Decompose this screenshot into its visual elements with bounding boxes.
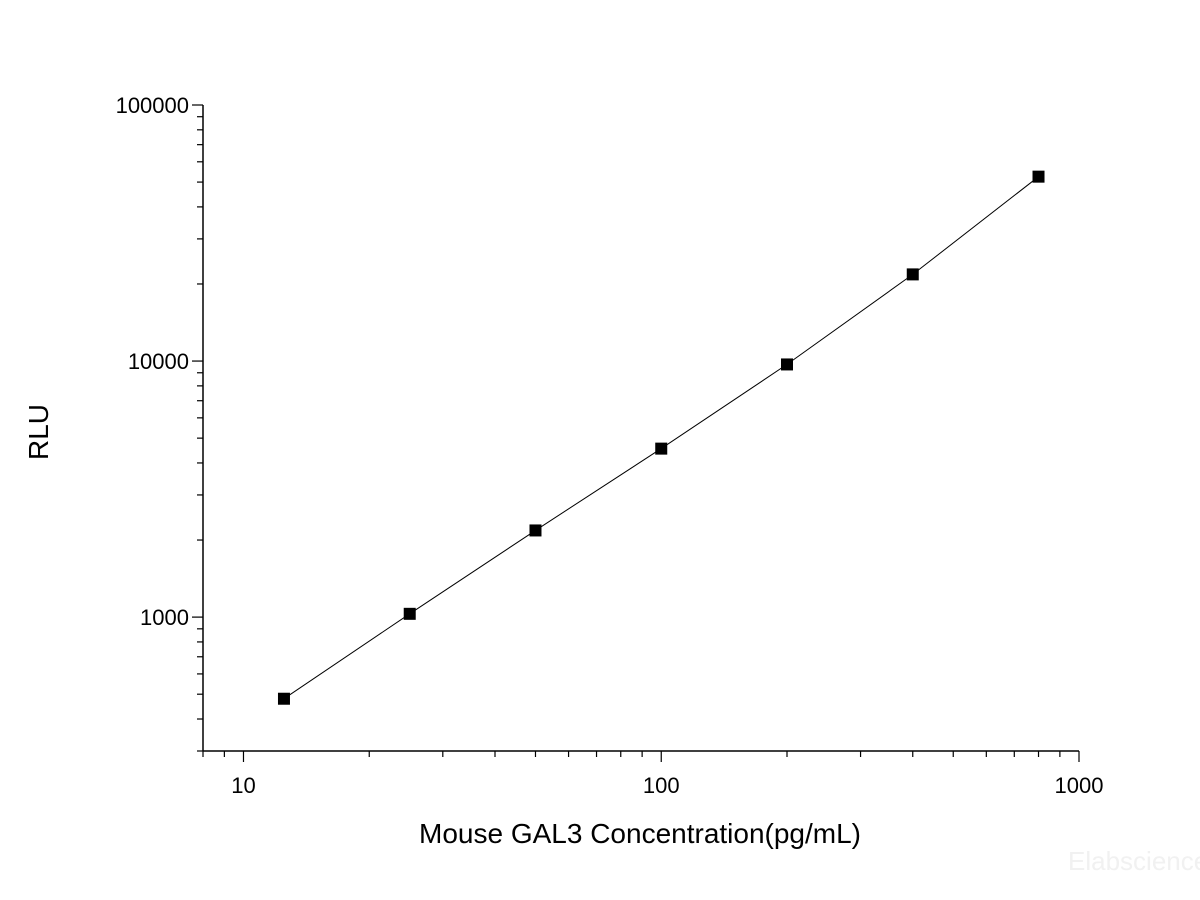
axes xyxy=(202,105,1079,752)
data-point xyxy=(781,358,793,371)
x-tick-label: 10 xyxy=(231,773,255,798)
data-point xyxy=(277,692,290,705)
series-line xyxy=(283,176,1039,700)
series-path xyxy=(283,176,1039,700)
y-axis-title: RLU xyxy=(23,404,54,460)
data-point xyxy=(655,442,668,455)
y-tick-label: 100000 xyxy=(116,93,189,118)
y-tick-label: 1000 xyxy=(140,605,189,630)
ticks: 10 100 1000 1000 10000 100000 xyxy=(116,93,1104,798)
x-tick-label: 1000 xyxy=(1055,773,1104,798)
data-point xyxy=(529,524,542,537)
data-point xyxy=(1032,170,1045,183)
data-points xyxy=(277,170,1045,705)
x-tick-label: 100 xyxy=(643,773,680,798)
data-point xyxy=(403,607,416,620)
y-tick-label: 10000 xyxy=(128,349,189,374)
x-axis-title: Mouse GAL3 Concentration(pg/mL) xyxy=(419,818,861,849)
data-point xyxy=(906,268,919,281)
watermark: Elabscience xyxy=(1068,846,1200,876)
